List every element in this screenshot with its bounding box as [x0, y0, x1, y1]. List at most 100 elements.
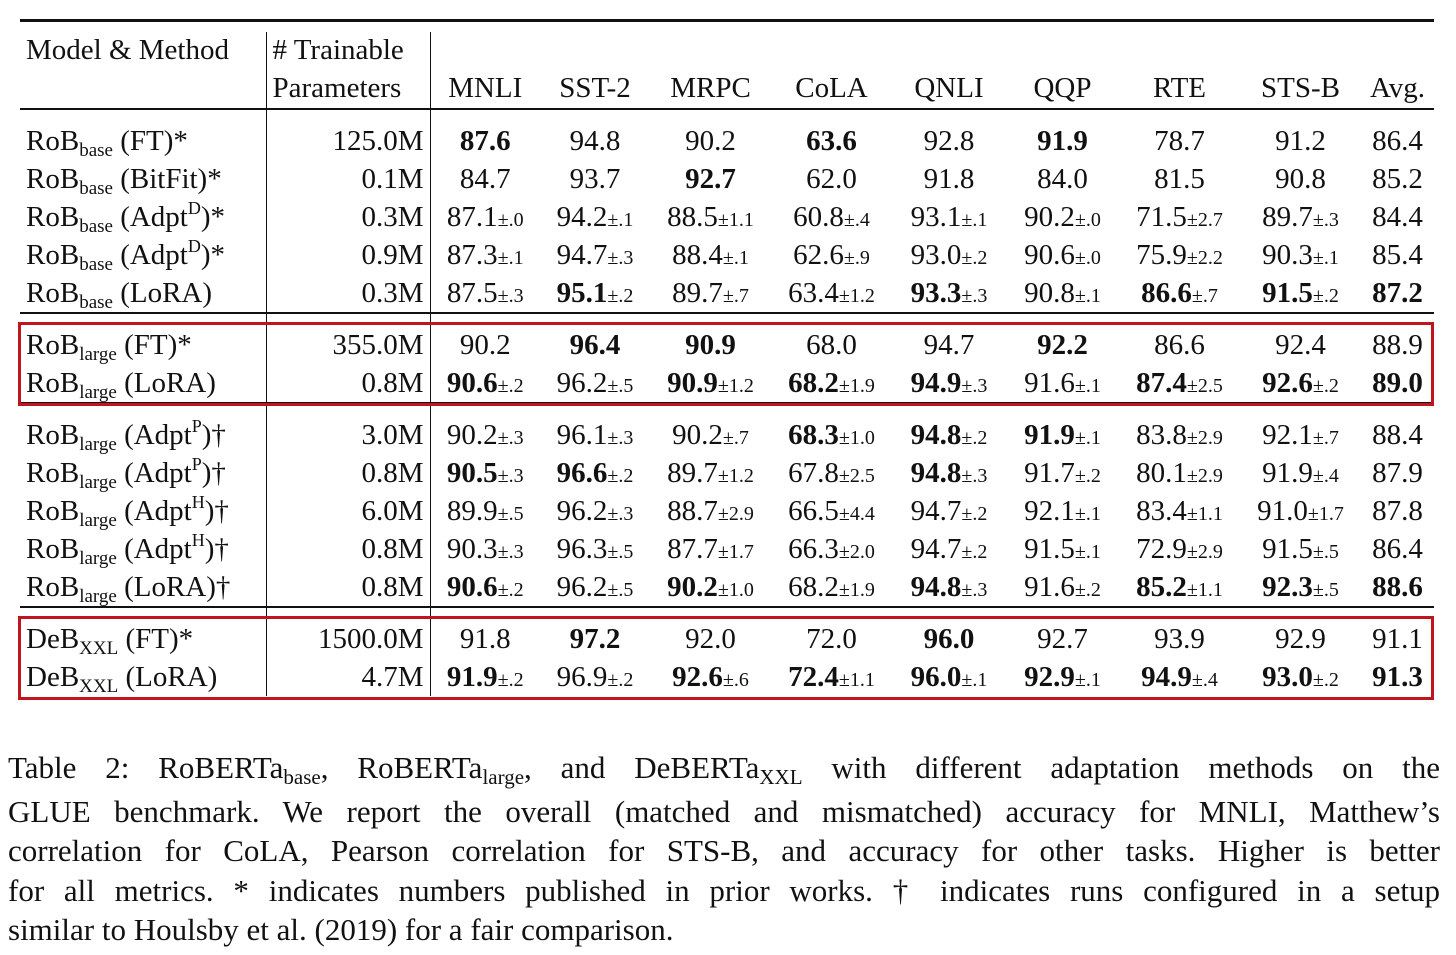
score-cell: 90.3±.1 [1262, 238, 1339, 271]
score-cell: 60.8±.4 [793, 200, 870, 233]
header-trainable: # Trainable [265, 32, 431, 68]
table-row: DeBXXL (FT)* 1500.0M 91.8 97.2 92.0 72.0 96.0 9… [20, 620, 1434, 659]
score-cell: 90.6±.0 [1024, 238, 1101, 271]
score-cell: 85.2±1.1 [1136, 570, 1223, 603]
table-row: RoBlarge (FT)* 355.0M 90.2 96.4 90.9 68.0 94.7… [20, 326, 1434, 365]
score-cell: 91.5±.1 [1024, 532, 1101, 565]
params-cell: 0.8M [265, 568, 431, 606]
model-method-cell: RoBbase (BitFit)* [26, 162, 222, 199]
table-row: RoBlarge (LoRA)† 0.8M 90.6±.2 96.2±.5 90.2±1… [20, 568, 1434, 607]
group-separator-rule [20, 312, 1434, 314]
score-cell: 68.3±1.0 [788, 418, 875, 451]
score-cell: 96.2±.5 [556, 366, 634, 399]
group-separator-rule [20, 402, 1434, 404]
score-cell: 94.8±.3 [910, 570, 988, 603]
caption-line: correlation for CoLA, Pearson correlatio… [8, 833, 1440, 868]
score-cell: 87.8 [1372, 494, 1423, 527]
score-cell: 90.3±.3 [446, 532, 524, 565]
score-cell: 94.8±.2 [910, 418, 988, 451]
score-cell: 91.5±.2 [1262, 276, 1339, 309]
header-parameters: Parameters [265, 68, 431, 108]
caption-text: with different adaptation methods on the [802, 750, 1440, 785]
score-cell: 92.0 [685, 622, 736, 655]
score-cell: 68.0 [806, 328, 857, 361]
highlight-box [18, 322, 1434, 406]
model-method-cell: RoBlarge (AdptP)† [26, 453, 226, 493]
score-cell: 90.6±.2 [446, 570, 524, 603]
score-cell: 92.9±.1 [1024, 660, 1101, 693]
score-cell: 88.5±1.1 [667, 200, 754, 233]
score-cell: 83.8±2.9 [1136, 418, 1223, 451]
params-cell: 0.8M [265, 364, 431, 402]
score-cell: 87.6 [459, 124, 511, 157]
score-cell: 96.0±.1 [910, 660, 988, 693]
score-cell: 90.5±.3 [446, 456, 524, 489]
score-cell: 86.4 [1372, 532, 1423, 565]
score-cell: 89.0 [1372, 366, 1423, 399]
score-cell: 96.1±.3 [556, 418, 634, 451]
score-cell: 94.9±.3 [910, 366, 988, 399]
header-column: SST-2 [559, 71, 631, 104]
model-method-cell: RoBlarge (AdptP)† [26, 415, 226, 455]
score-cell: 83.4±1.1 [1136, 494, 1223, 527]
score-cell: 96.0 [923, 622, 975, 655]
header-column: RTE [1152, 71, 1207, 104]
score-cell: 88.4±.1 [672, 238, 749, 271]
group-separator-rule [20, 606, 1434, 608]
score-cell: 92.6±.6 [672, 660, 749, 693]
score-cell: 91.2 [1275, 124, 1326, 157]
score-cell: 86.6±.7 [1141, 276, 1218, 309]
table-row: RoBbase (BitFit)* 0.1M 84.7 93.7 92.7 62.0 91.… [20, 160, 1434, 199]
score-cell: 92.7 [1037, 622, 1088, 655]
score-cell: 90.2 [685, 124, 736, 157]
params-cell: 0.3M [265, 274, 431, 312]
highlight-box [18, 616, 1434, 700]
score-cell: 91.9 [1037, 124, 1088, 157]
score-cell: 91.0±1.7 [1257, 494, 1344, 527]
score-cell: 94.7±.2 [910, 532, 988, 565]
table-row: RoBbase (LoRA) 0.3M 87.5±.3 95.1±.2 89.7±.7 6… [20, 274, 1434, 313]
score-cell: 72.4±1.1 [788, 660, 875, 693]
model-method-cell: RoBlarge (LoRA) [26, 366, 216, 403]
model-method-cell: RoBlarge (AdptH)† [26, 529, 229, 569]
table-row: RoBlarge (AdptP)† 0.8M 90.5±.3 96.6±.2 89.7±… [20, 453, 1434, 493]
score-cell: 88.6 [1372, 570, 1423, 603]
caption-sub: large [482, 765, 525, 789]
score-cell: 84.7 [459, 162, 511, 195]
score-cell: 92.1±.7 [1262, 418, 1339, 451]
table-top-rule [20, 19, 1434, 22]
params-cell: 0.8M [265, 454, 431, 492]
caption-sub: base [283, 765, 321, 789]
score-cell: 90.8 [1275, 162, 1326, 195]
score-cell: 96.6±.2 [556, 456, 634, 489]
score-cell: 87.2 [1372, 276, 1423, 309]
caption-text: , RoBERTa [320, 750, 483, 785]
score-cell: 91.6±.1 [1024, 366, 1101, 399]
score-cell: 80.1±2.9 [1136, 456, 1223, 489]
score-cell: 93.0±.2 [1262, 660, 1339, 693]
table-row: RoBbase (AdptD)* 0.3M 87.1±.0 94.2±.1 88.5±1… [20, 197, 1434, 237]
model-method-cell: RoBlarge (FT)* [26, 328, 192, 365]
score-cell: 92.3±.5 [1262, 570, 1339, 603]
params-cell: 125.0M [265, 122, 431, 160]
table-row: RoBlarge (LoRA) 0.8M 90.6±.2 96.2±.5 90.9±1.… [20, 364, 1434, 403]
score-cell: 94.7 [923, 328, 975, 361]
model-method-cell: RoBbase (AdptD)* [26, 197, 226, 237]
score-cell: 63.6 [806, 124, 857, 157]
score-cell: 89.7±.3 [1262, 200, 1339, 233]
model-method-cell: RoBbase (AdptD)* [26, 235, 226, 275]
score-cell: 87.4±2.5 [1136, 366, 1223, 399]
score-cell: 84.4 [1372, 200, 1423, 233]
score-cell: 62.0 [806, 162, 857, 195]
header-column: QNLI [914, 71, 984, 104]
model-method-cell: RoBbase (LoRA) [26, 276, 213, 313]
results-table: Model & Method # Trainable Parameters MN… [20, 32, 1434, 697]
score-cell: 92.8 [923, 124, 975, 157]
score-cell: 67.8±2.5 [788, 456, 875, 489]
score-cell: 96.3±.5 [556, 532, 634, 565]
score-cell: 91.8 [459, 622, 511, 655]
score-cell: 96.9±.2 [556, 660, 634, 693]
score-cell: 62.6±.9 [793, 238, 870, 271]
score-cell: 94.9±.4 [1141, 660, 1218, 693]
score-cell: 88.9 [1372, 328, 1423, 361]
